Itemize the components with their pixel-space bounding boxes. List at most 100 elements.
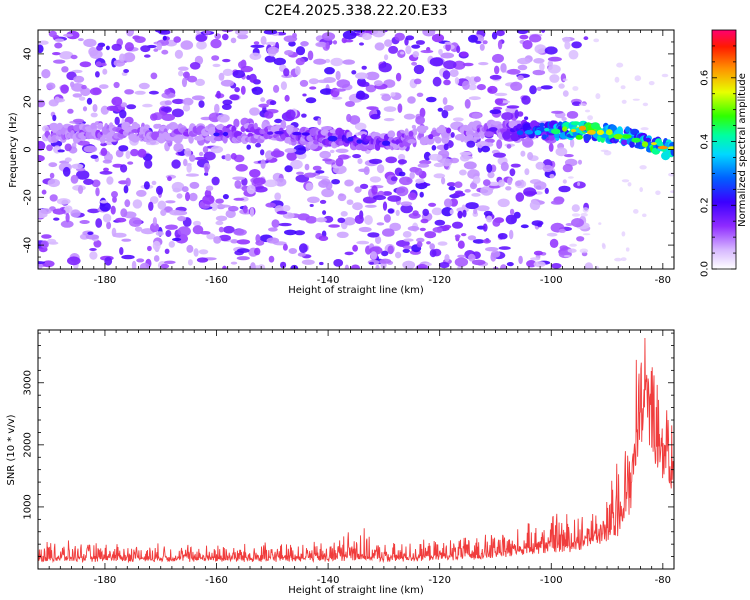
noise-blob bbox=[113, 81, 120, 89]
noise-blob bbox=[352, 154, 361, 159]
spectrogram-y-label: Frequency (Hz) bbox=[8, 112, 19, 188]
ridge-blob bbox=[408, 130, 414, 137]
haze-blob bbox=[563, 254, 571, 258]
noise-blob bbox=[432, 76, 442, 87]
noise-blob bbox=[450, 132, 455, 138]
noise-blob bbox=[134, 36, 146, 43]
noise-blob bbox=[382, 201, 388, 211]
noise-blob bbox=[240, 85, 246, 95]
noise-blob bbox=[373, 195, 386, 201]
noise-blob bbox=[411, 44, 421, 49]
noise-blob bbox=[78, 96, 86, 101]
ridge-peak bbox=[446, 127, 452, 134]
noise-blob bbox=[434, 219, 446, 226]
noise-blob bbox=[476, 84, 486, 91]
noise-blob bbox=[454, 77, 460, 85]
noise-blob bbox=[305, 216, 317, 224]
noise-blob bbox=[496, 139, 503, 150]
noise-blob bbox=[232, 176, 246, 181]
noise-blob bbox=[515, 180, 522, 187]
noise-blob bbox=[90, 154, 99, 159]
noise-blob bbox=[123, 185, 129, 194]
noise-blob bbox=[128, 217, 142, 228]
noise-blob bbox=[194, 156, 208, 161]
noise-blob bbox=[446, 182, 456, 187]
noise-blob bbox=[467, 235, 477, 241]
haze-blob bbox=[571, 213, 581, 217]
haze-blob bbox=[582, 233, 591, 236]
noise-blob bbox=[542, 164, 554, 173]
noise-blob bbox=[89, 87, 102, 96]
noise-blob bbox=[461, 204, 466, 212]
haze-blob bbox=[620, 85, 626, 90]
noise-blob bbox=[454, 181, 463, 188]
noise-blob bbox=[321, 188, 334, 198]
noise-blob bbox=[251, 86, 263, 96]
noise-blob bbox=[442, 224, 452, 229]
noise-blob bbox=[237, 34, 249, 40]
ridge-blob bbox=[600, 133, 609, 138]
noise-blob bbox=[236, 239, 251, 245]
noise-blob bbox=[38, 261, 45, 265]
noise-blob bbox=[562, 163, 573, 173]
noise-blob bbox=[415, 40, 425, 45]
ridge-peak bbox=[267, 131, 274, 135]
ridge-peak bbox=[327, 135, 338, 142]
noise-blob bbox=[125, 150, 131, 159]
noise-blob bbox=[121, 238, 132, 242]
noise-blob bbox=[210, 145, 224, 154]
noise-blob bbox=[416, 241, 423, 248]
ridge-blob bbox=[539, 124, 544, 133]
ridge-blob bbox=[502, 131, 511, 140]
noise-blob bbox=[38, 144, 43, 151]
ridge-blob bbox=[479, 130, 485, 139]
noise-blob bbox=[83, 145, 98, 153]
noise-blob bbox=[255, 142, 262, 148]
noise-blob bbox=[388, 45, 399, 54]
noise-blob bbox=[500, 161, 509, 172]
noise-blob bbox=[373, 80, 383, 87]
noise-blob bbox=[364, 215, 373, 225]
noise-blob bbox=[171, 108, 184, 118]
noise-blob bbox=[486, 215, 493, 223]
ridge-blob bbox=[621, 139, 629, 146]
noise-blob bbox=[535, 161, 545, 170]
noise-blob bbox=[280, 261, 287, 269]
noise-blob bbox=[198, 100, 205, 108]
noise-blob bbox=[407, 226, 420, 231]
noise-blob bbox=[269, 100, 277, 106]
noise-blob bbox=[161, 92, 176, 99]
noise-blob bbox=[60, 84, 69, 94]
noise-blob bbox=[260, 97, 266, 103]
noise-blob bbox=[274, 192, 282, 201]
noise-blob bbox=[529, 34, 542, 43]
noise-blob bbox=[203, 30, 211, 35]
noise-blob bbox=[473, 76, 481, 83]
haze-blob bbox=[621, 99, 627, 104]
noise-blob bbox=[61, 66, 69, 73]
snr-x-label: Height of straight line (km) bbox=[288, 585, 424, 596]
noise-blob bbox=[103, 167, 109, 172]
ridge-blob bbox=[404, 128, 409, 136]
noise-blob bbox=[300, 41, 309, 47]
noise-blob bbox=[40, 240, 49, 249]
noise-blob bbox=[273, 57, 286, 66]
noise-blob bbox=[216, 90, 221, 99]
noise-blob bbox=[70, 209, 81, 218]
noise-blob bbox=[172, 237, 182, 242]
noise-blob bbox=[515, 192, 525, 202]
noise-blob bbox=[489, 109, 502, 115]
noise-blob bbox=[320, 153, 329, 157]
noise-blob bbox=[183, 158, 188, 167]
noise-blob bbox=[438, 48, 443, 56]
noise-blob bbox=[506, 105, 520, 109]
ridge-peak bbox=[551, 128, 561, 135]
noise-blob bbox=[518, 255, 523, 265]
noise-blob bbox=[54, 42, 63, 49]
ridge-peak bbox=[586, 130, 596, 135]
noise-blob bbox=[564, 41, 571, 50]
noise-blob bbox=[49, 194, 58, 202]
noise-blob bbox=[356, 240, 370, 245]
noise-blob bbox=[464, 189, 471, 193]
noise-blob bbox=[215, 215, 228, 222]
